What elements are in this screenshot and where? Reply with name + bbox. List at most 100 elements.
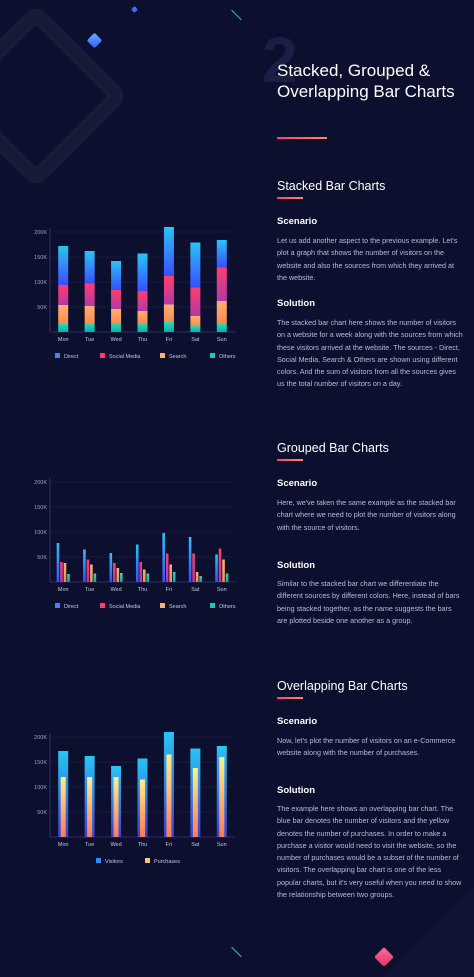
- legend-swatch: [145, 858, 150, 863]
- x-tick-label: Fri: [166, 842, 172, 848]
- y-tick-label: 50K: [37, 810, 47, 816]
- section-underline: [277, 459, 303, 461]
- x-tick-label: Fri: [166, 337, 172, 343]
- y-tick-label: 150K: [34, 505, 47, 511]
- bar-segment: [111, 323, 122, 332]
- x-tick-label: Sat: [191, 587, 200, 593]
- bar: [195, 572, 199, 582]
- corner-shape: [384, 887, 474, 977]
- teal-dash-decoration: [231, 9, 242, 21]
- y-tick-label: 150K: [34, 760, 47, 766]
- bar: [120, 573, 123, 582]
- bar-segment: [58, 285, 69, 305]
- legend-label: Purchases: [154, 859, 180, 865]
- bar: [90, 564, 93, 582]
- section-title-overlapping: Overlapping Bar Charts: [277, 679, 408, 693]
- blue-diamond-icon: [86, 32, 103, 49]
- bar: [86, 559, 90, 582]
- bar-segment: [84, 323, 95, 332]
- bar: [162, 533, 165, 582]
- bar: [113, 563, 116, 582]
- y-tick-label: 50K: [37, 555, 47, 561]
- y-tick-label: 200K: [34, 735, 47, 741]
- purchases-bar: [192, 768, 198, 837]
- bar-segment: [163, 322, 174, 332]
- solution-heading: Solution: [277, 785, 315, 796]
- x-tick-label: Mon: [58, 337, 69, 343]
- bar: [172, 572, 176, 582]
- bar: [222, 559, 225, 582]
- title-underline: [277, 137, 327, 139]
- overlapping-bar-chart: 50K 100K 150K 200K Mon Tue Wed Thu Fri Sat Sun Visi…: [34, 732, 235, 865]
- y-tick-label: 150K: [34, 255, 47, 261]
- y-tick-label: 200K: [34, 230, 47, 236]
- x-tick-label: Sat: [191, 842, 200, 848]
- bar: [225, 573, 229, 582]
- bar-segment: [84, 306, 95, 324]
- bar-segment: [84, 251, 95, 284]
- bar: [199, 576, 202, 582]
- bar: [83, 549, 86, 582]
- section-title-grouped: Grouped Bar Charts: [277, 441, 389, 455]
- x-tick-label: Thu: [138, 842, 147, 848]
- legend-label: Search: [169, 604, 186, 610]
- legend-swatch: [100, 353, 105, 358]
- x-tick-label: Wed: [110, 337, 121, 343]
- bar-segment: [137, 253, 148, 291]
- x-tick-label: Sun: [217, 337, 227, 343]
- bar-segment: [190, 316, 201, 326]
- solution-text: The example here shows an overlapping ba…: [277, 804, 462, 900]
- bar: [192, 553, 195, 582]
- bar: [215, 554, 218, 582]
- stacked-bar-chart: 50K 100K 150K 200K Mon Tue Wed Thu Fri Sat Sun Dire…: [34, 227, 236, 360]
- x-tick-label: Sun: [217, 842, 227, 848]
- section-underline: [277, 197, 303, 199]
- bar-segment: [216, 240, 227, 268]
- bar-segment: [216, 301, 227, 324]
- bar-segment: [111, 261, 122, 290]
- x-tick-label: Thu: [138, 337, 147, 343]
- purchases-bar: [166, 754, 172, 837]
- bar: [165, 553, 169, 582]
- bar: [188, 537, 192, 582]
- x-tick-label: Tue: [85, 842, 94, 848]
- bar-segment: [190, 242, 201, 288]
- solution-text: The stacked bar chart here shows the num…: [277, 318, 463, 389]
- bar-segment: [190, 326, 201, 332]
- bar: [116, 568, 120, 582]
- x-tick-label: Wed: [110, 842, 121, 848]
- x-tick-label: Sun: [217, 587, 227, 593]
- y-tick-label: 200K: [34, 480, 47, 486]
- x-tick-label: Fri: [166, 587, 172, 593]
- bar-segment: [190, 287, 201, 316]
- y-tick-label: 100K: [34, 785, 47, 791]
- bar: [135, 544, 139, 582]
- solution-heading: Solution: [277, 560, 315, 571]
- bar: [146, 573, 150, 582]
- scenario-text: Here, we've taken the same example as th…: [277, 498, 456, 532]
- bar-segment: [137, 311, 148, 324]
- bar-segment: [163, 227, 174, 276]
- bar: [56, 543, 60, 582]
- section-number: 2: [262, 24, 298, 96]
- legend-swatch: [55, 353, 60, 358]
- legend-label: Search: [169, 354, 186, 360]
- bar-segment: [111, 290, 122, 309]
- legend-swatch: [210, 603, 215, 608]
- bar-segment: [137, 291, 148, 311]
- bar-segment: [84, 283, 95, 306]
- bar: [218, 548, 222, 582]
- legend-swatch: [55, 603, 60, 608]
- solution-heading: Solution: [277, 298, 315, 309]
- section-underline: [277, 697, 303, 699]
- y-tick-label: 50K: [37, 305, 47, 311]
- purchases-bar: [60, 777, 66, 837]
- scenario-heading: Scenario: [277, 478, 318, 489]
- legend-swatch: [210, 353, 215, 358]
- bar-segment: [163, 304, 174, 322]
- bar-segment: [111, 309, 122, 323]
- x-tick-label: Tue: [85, 587, 94, 593]
- legend-swatch: [100, 603, 105, 608]
- background-diamond-shape: [0, 2, 130, 190]
- scenario-text: Let us add another aspect to the previou…: [277, 236, 458, 282]
